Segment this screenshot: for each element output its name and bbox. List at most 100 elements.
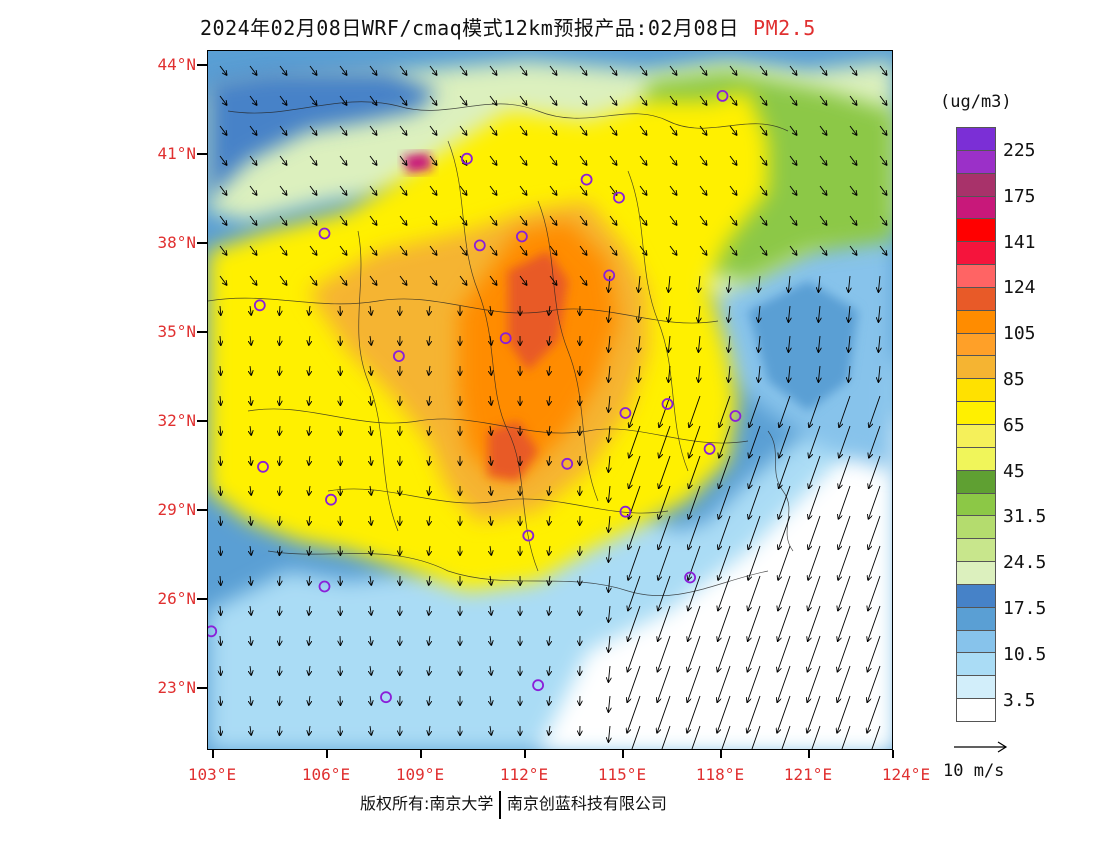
lon-tick [622, 750, 624, 758]
wind-vector [429, 275, 437, 285]
wind-vector [399, 245, 407, 255]
wind-vector [758, 305, 760, 322]
title-pollutant: PM2.5 [753, 16, 816, 40]
wind-vector [219, 245, 227, 255]
wind-vector [808, 635, 821, 672]
wind-vector [429, 455, 430, 465]
wind-reference-arrow [954, 741, 1008, 753]
wind-vector [849, 245, 857, 255]
lon-label: 115°E [597, 765, 647, 784]
wind-vector [279, 275, 287, 285]
wind-vector [519, 125, 527, 135]
wind-vector [789, 245, 797, 255]
wind-vector [459, 275, 467, 285]
wind-vector [459, 185, 467, 195]
wind-vector [309, 545, 310, 555]
wind-vector [279, 575, 280, 585]
wind-vector [309, 455, 310, 465]
wind-vector [698, 305, 700, 322]
wind-reference-label: 10 m/s [943, 761, 1005, 781]
wind-vector [250, 695, 251, 705]
wind-vector [628, 605, 641, 641]
wind-vector [429, 725, 430, 735]
wind-vector [688, 605, 701, 641]
lat-tick [197, 64, 207, 66]
wind-vector [748, 575, 761, 611]
wind-vector [778, 545, 791, 580]
wind-vector [489, 215, 497, 225]
wind-vector [309, 635, 310, 645]
city-station-marker [380, 691, 392, 704]
wind-vector [748, 635, 761, 672]
wind-vector [729, 215, 737, 225]
city-station-marker [619, 505, 632, 518]
wind-vector [249, 245, 257, 255]
copyright-line: 版权所有:南京大学 南京创蓝科技有限公司 [360, 790, 667, 819]
wind-vector [837, 665, 851, 702]
wind-vector [668, 305, 670, 322]
wind-vector [309, 695, 310, 705]
colorbar-segment [956, 423, 996, 447]
wind-vector [819, 185, 827, 195]
wind-vector [250, 665, 251, 675]
wind-vector [219, 185, 227, 195]
wind-vector [220, 515, 221, 525]
city-station-marker [729, 410, 742, 422]
wind-vector [549, 275, 557, 285]
wind-vector [638, 275, 640, 292]
wind-vector [608, 515, 610, 532]
colorbar-label: 124 [1003, 277, 1036, 299]
wind-vector [747, 665, 761, 702]
wind-vector [747, 695, 761, 733]
wind-vector [789, 185, 797, 195]
colorbar-segment [956, 698, 996, 722]
wind-vector [871, 725, 881, 749]
wind-vector [749, 425, 761, 458]
city-station-marker [392, 350, 405, 363]
wind-vector [250, 425, 251, 435]
wind-vector [781, 725, 791, 749]
wind-vector [250, 575, 251, 585]
lat-label: 26°N [157, 589, 196, 608]
copyright-divider [499, 790, 501, 819]
wind-vector [429, 485, 430, 495]
wind-vector [339, 245, 347, 255]
city-station-marker [619, 407, 632, 419]
city-station-marker [561, 457, 574, 470]
wind-vector [788, 305, 790, 322]
copyright-left: 版权所有:南京大学 [360, 794, 494, 813]
city-station-marker [661, 398, 674, 410]
wind-vector [579, 125, 587, 135]
wind-vector [729, 95, 737, 105]
wind-vector [429, 515, 430, 525]
wind-vector [549, 695, 550, 705]
wind-vector [250, 725, 251, 735]
colorbar-segment [956, 286, 996, 310]
colorbar-segment [956, 629, 996, 653]
wind-vector [219, 275, 227, 285]
wind-vector [849, 125, 857, 135]
wind-vector [369, 155, 377, 165]
wind-vector [279, 65, 287, 75]
wind-vector [309, 485, 310, 495]
wind-vector [758, 275, 760, 292]
wind-vector [699, 215, 707, 225]
wind-vector [658, 545, 671, 580]
wind-vector [279, 665, 280, 675]
wind-vector [608, 725, 610, 742]
wind-vector [808, 575, 821, 611]
wind-vector [490, 575, 491, 585]
wind-vector [249, 185, 257, 195]
wind-vector [370, 365, 371, 375]
wind-vector [309, 335, 310, 345]
wind-vector [687, 695, 701, 733]
wind-vector [669, 185, 677, 195]
wind-vector [868, 575, 881, 611]
wind-vector [779, 485, 791, 519]
wind-vector [809, 455, 821, 488]
lat-label: 23°N [157, 678, 196, 697]
wind-vector [489, 155, 497, 165]
wind-vector [339, 125, 347, 135]
city-station-marker [499, 332, 512, 345]
wind-vector [399, 275, 407, 285]
